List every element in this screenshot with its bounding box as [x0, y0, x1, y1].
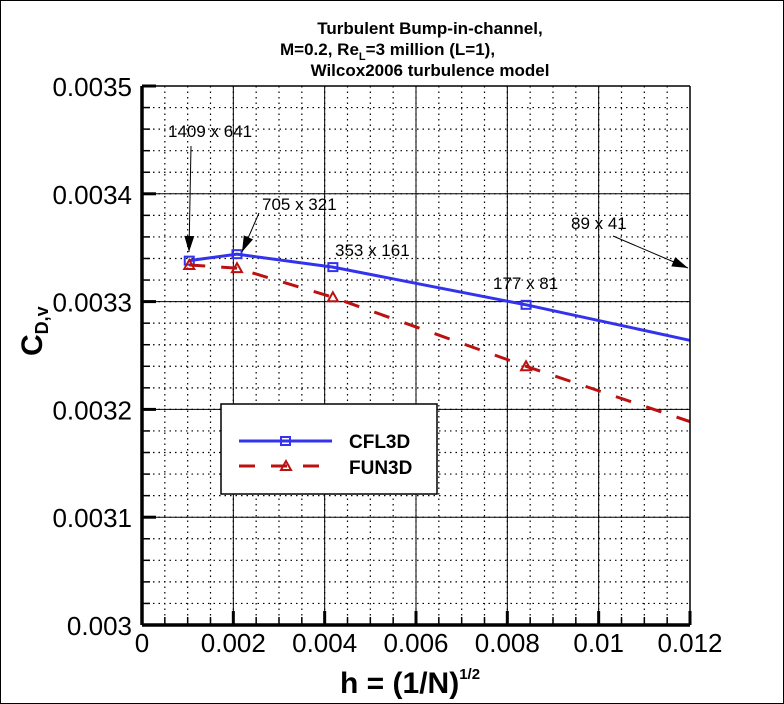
annotation-label: 89 x 41: [571, 214, 627, 233]
x-axis-title: h = (1/N)1/2: [340, 666, 480, 700]
x-tick-label: 0.002: [201, 628, 266, 658]
title-subscript-L: L: [359, 51, 366, 63]
x-tick-label: 0.012: [657, 628, 722, 658]
triangle-marker-icon: [279, 458, 293, 471]
series-line-fun3d: [189, 263, 690, 424]
x-tick-label: 0.01: [573, 628, 624, 658]
title-line-2: M=0.2, ReL=3 million (L=1),: [280, 40, 495, 63]
triangle-marker-icon: [326, 290, 340, 303]
y-tick-label: 0.0033: [52, 288, 132, 318]
triangle-marker-icon: [519, 359, 533, 372]
square-marker-icon: [520, 299, 532, 310]
title-line-3: Wilcox2006 turbulence model: [311, 61, 550, 80]
x-tick-label: 0.008: [475, 628, 540, 658]
legend-label-fun3d: FUN3D: [349, 458, 412, 479]
square-marker-icon: [183, 255, 195, 266]
annotation-label: 177 x 81: [493, 274, 558, 293]
legend-box: [220, 403, 438, 495]
legend-label-cfl3d: CFL3D: [349, 432, 410, 453]
square-marker-icon: [280, 436, 291, 446]
y-axis-label: CD,v: [16, 306, 52, 356]
triangle-marker-icon: [182, 257, 196, 270]
y-axis-title: CD,v: [16, 306, 52, 356]
chart-title: Turbulent Bump-in-channel, M=0.2, ReL=3 …: [280, 19, 549, 80]
data-series: [182, 249, 690, 424]
y-tick-label: 0.0032: [52, 395, 132, 425]
x-tick-label: 0: [135, 628, 149, 658]
y-tick-label: 0.003: [67, 611, 132, 641]
axes: 0 0.002 0.004 0.006 0.008 0.01 0.012 0.003 0.003…: [52, 72, 722, 658]
x-tick-label: 0.006: [383, 628, 448, 658]
grid-lines: [142, 86, 690, 625]
y-tick-label: 0.0031: [52, 503, 132, 533]
legend-item-fun3d: FUN3D: [239, 458, 412, 479]
title-line-1: Turbulent Bump-in-channel,: [317, 19, 542, 38]
y-tick-label: 0.0034: [52, 180, 132, 210]
legend: CFL3D FUN3D: [220, 403, 438, 495]
arrow-head-icon: [242, 235, 253, 252]
annotation-label: 705 x 321: [262, 195, 337, 214]
square-marker-icon: [327, 262, 339, 273]
annotation-arrow-line: [188, 145, 192, 253]
legend-item-cfl3d: CFL3D: [239, 432, 410, 453]
triangle-marker-icon: [230, 261, 244, 274]
y-tick-label: 0.0035: [52, 72, 132, 102]
square-marker-icon: [231, 249, 243, 260]
annotations: 1409 x 641 705 x 321 353 x 161 177 x 81 89 x…: [168, 122, 689, 293]
x-tick-label: 0.004: [292, 628, 357, 658]
x-axis-label: h = (1/N)1/2: [340, 666, 480, 700]
annotation-label: 353 x 161: [335, 241, 410, 260]
annotation-label: 1409 x 641: [168, 122, 252, 141]
arrow-head-icon: [184, 235, 195, 252]
arrow-head-icon: [671, 257, 688, 268]
series-line-cfl3d: [189, 252, 690, 342]
